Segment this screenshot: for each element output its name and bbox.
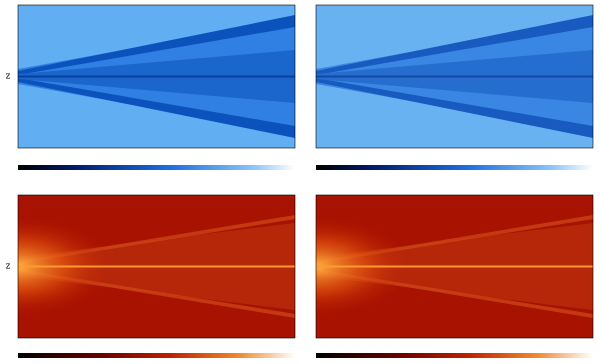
axis-label: z — [6, 262, 11, 272]
axis-label: z — [6, 72, 11, 82]
temperature-map — [18, 195, 295, 338]
colorbar — [316, 353, 593, 358]
density-map — [316, 5, 593, 148]
colorbar — [18, 165, 295, 170]
density-map — [18, 5, 295, 148]
temperature-map — [316, 195, 593, 338]
colorbar — [18, 353, 295, 358]
frames — [17, 4, 594, 339]
colorbar — [316, 165, 593, 170]
